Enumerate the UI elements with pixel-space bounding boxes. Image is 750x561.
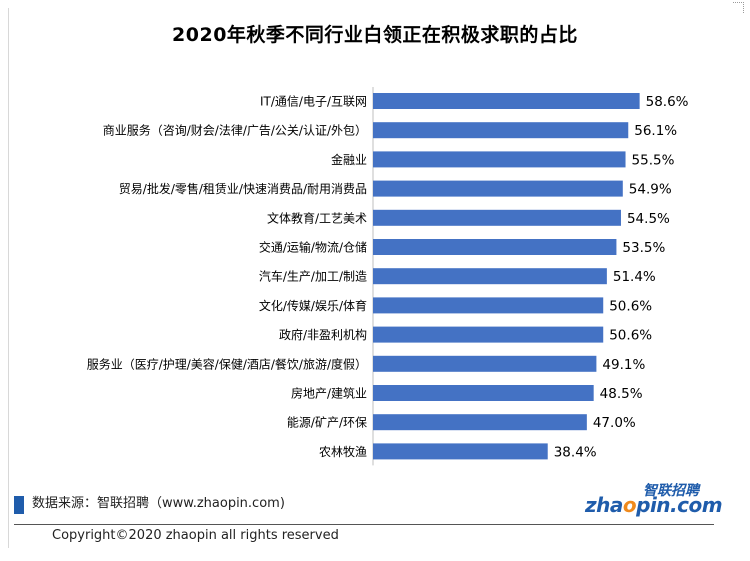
bar [373,209,621,226]
copyright: Copyright©2020 zhaopin all rights reserv… [52,528,339,543]
data-label: 38.4% [554,444,597,460]
category-label: 汽车/生产/加工/制造 [259,269,367,284]
category-label: 农林牧渔 [319,445,367,459]
bar [373,355,597,372]
category-label: 贸易/批发/零售/租赁业/快速消费品/耐用消费品 [119,181,367,196]
category-label: 商业服务（咨询/财会/法律/广告/公关/认证/外包） [103,123,367,138]
logo-prefix: zha [585,493,623,517]
bar [373,93,640,109]
bar [373,326,604,343]
zhaopin-logo[interactable]: 智联招聘 zhaopin.com [585,480,723,517]
logo-accent: o [622,493,637,517]
page-frame [8,8,739,548]
chart-title: 2020年秋季不同行业白领正在积极求职的占比 [172,24,578,46]
category-label: 文体教育/工艺美术 [267,210,367,225]
logo-suffix: pin.com [636,493,723,517]
bar [373,268,607,285]
category-label: 交通/运输/物流/仓储 [259,240,367,255]
bar [373,297,604,314]
category-label: 服务业（医疗/护理/美容/保健/酒店/餐饮/旅游/度假） [87,356,367,371]
bar [373,122,629,139]
category-label: 能源/矿产/环保 [287,416,367,430]
bar [373,151,626,168]
logo-chinese-text: 智联招聘 [643,483,699,499]
data-label: 58.6% [646,94,689,110]
data-label: 51.4% [613,269,656,285]
bar [373,443,548,460]
data-source: 数据来源：智联招聘（www.zhaopin.com) [32,496,285,511]
bar [373,180,623,197]
bar [373,239,617,255]
source-marker [14,496,24,514]
corner-mark [733,2,744,13]
data-label: 50.6% [609,298,652,314]
bar-chart: IT/通信/电子/互联网 58.6% 商业服务（咨询/财会/法律/广告/公关/认证/… [87,87,689,466]
data-label: 48.5% [600,386,643,402]
bar [373,414,587,431]
data-label: 55.5% [632,152,675,168]
data-label: 54.9% [629,182,672,198]
data-label: 49.1% [602,357,645,373]
category-label: 政府/非盈利机构 [279,327,367,342]
data-label: 47.0% [593,415,636,431]
data-label: 53.5% [622,240,665,256]
category-label: IT/通信/电子/互联网 [260,95,367,109]
data-label: 56.1% [634,123,677,139]
category-label: 文化/传媒/娱乐/体育 [259,298,367,313]
footer-divider [14,524,714,525]
logo-wordmark: zhaopin.com [585,493,723,517]
data-label: 54.5% [627,211,670,227]
category-label: 金融业 [331,152,367,167]
bar [373,385,594,401]
category-label: 房地产/建筑业 [291,386,367,401]
data-label: 50.6% [609,328,652,344]
